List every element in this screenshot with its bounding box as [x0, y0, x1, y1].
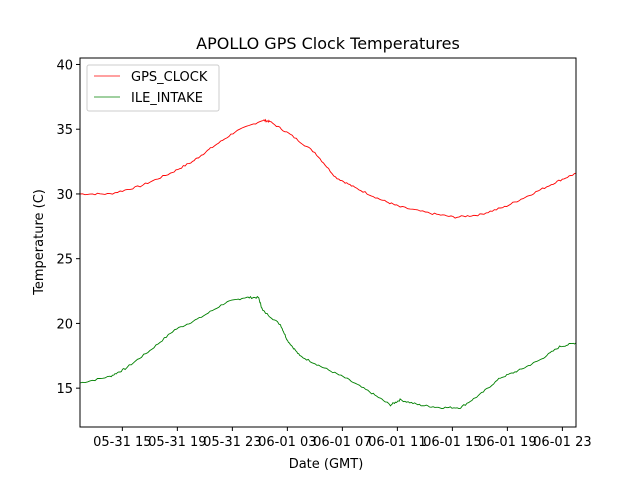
x-tick-label: 06-01 07	[313, 435, 371, 450]
legend: GPS_CLOCK ILE_INTAKE	[86, 64, 220, 112]
chart-title: APOLLO GPS Clock Temperatures	[196, 34, 460, 53]
y-tick-label: 25	[56, 253, 73, 268]
plot-frame	[79, 57, 577, 428]
legend-box	[86, 64, 220, 112]
legend-label-gps-clock: GPS_CLOCK	[131, 70, 208, 85]
x-tick-label: 06-01 15	[423, 435, 481, 450]
legend-label-ile-intake: ILE_INTAKE	[131, 91, 203, 106]
series-line-gps-clock	[79, 118, 577, 219]
x-tick-label: 06-01 23	[533, 435, 591, 450]
x-tick-label: 05-31 23	[203, 435, 261, 450]
x-tick-label: 06-01 11	[368, 435, 426, 450]
y-tick-label: 30	[56, 188, 73, 203]
x-tick-label: 06-01 19	[478, 435, 536, 450]
series-layer	[79, 118, 577, 409]
y-tick-label: 15	[56, 382, 73, 397]
x-axis-label: Date (GMT)	[289, 457, 364, 472]
x-tick-label: 06-01 03	[258, 435, 316, 450]
x-tick-label: 05-31 19	[148, 435, 206, 450]
y-tick-label: 35	[56, 123, 73, 138]
x-tick-label: 05-31 15	[93, 435, 151, 450]
y-axis: 15 20 25 30 35 40	[56, 58, 80, 397]
y-tick-label: 40	[56, 58, 73, 73]
y-tick-label: 20	[56, 317, 73, 332]
series-line-ile-intake	[79, 295, 577, 409]
y-axis-label: Temperature (C)	[32, 189, 47, 296]
